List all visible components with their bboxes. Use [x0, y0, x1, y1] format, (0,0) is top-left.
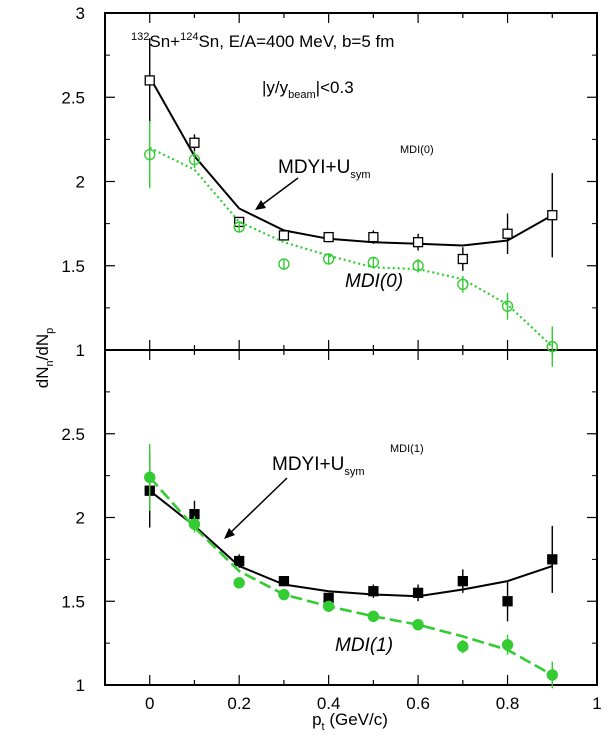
top-series-0-point — [412, 237, 424, 248]
bottom-y-tick-label: 1 — [76, 676, 85, 695]
top-series-0-curve — [148, 76, 553, 247]
bottom-series-0-point — [234, 555, 245, 567]
label-mdyi-mdi0-sub: sym — [350, 169, 370, 181]
label-mdyi-mdi1-main: MDYI+U — [272, 454, 344, 475]
bottom-panel-marks — [144, 443, 558, 689]
ylabel-bsub: p — [44, 328, 56, 334]
y-axis-title: dNn/dNp — [33, 328, 56, 388]
bottom-panel-ticks: 1 1.5 2 2.5 0 0.2 0.4 0.6 0.8 1 — [61, 350, 602, 713]
top-panel-frame — [104, 12, 598, 351]
ylabel-b: /dN — [33, 334, 52, 360]
rapidity-cut-label: |y/ybeam|<0.3 — [262, 78, 354, 101]
cut-sub: beam — [288, 89, 316, 101]
bottom-series-1-point — [501, 639, 514, 651]
arrow-mdi0 — [258, 177, 299, 208]
cut-pre: |y/y — [262, 78, 289, 97]
top-series-1-point — [367, 256, 380, 269]
bottom-y-tick-label: 2 — [76, 509, 85, 528]
bottom-series-0-point — [547, 554, 558, 565]
top-series-1-point — [322, 253, 335, 265]
top-series-1-point — [501, 300, 514, 312]
cut-post: |<0.3 — [316, 78, 354, 97]
arrowhead-mdi0 — [255, 200, 266, 210]
top-y-tick-label: 2.5 — [61, 88, 85, 107]
top-panel-ticks: 1 1.5 2 2.5 3 — [61, 4, 598, 360]
top-series-1-point — [278, 258, 290, 270]
top-series-1-point — [188, 153, 201, 166]
bottom-series-0-point — [412, 587, 424, 599]
bottom-series-1-point — [144, 471, 156, 483]
x-tick-label: 0.2 — [227, 694, 251, 713]
x-tick-label: 0.8 — [496, 694, 520, 713]
top-y-tick-label: 2 — [76, 173, 85, 192]
label-mdyi-mdi0: MDYI+Usym — [278, 157, 371, 181]
bottom-series-1-point — [412, 619, 424, 631]
top-series-1-point — [233, 221, 245, 233]
x-tick-label: 0.4 — [317, 694, 341, 713]
x-tick-label: 0 — [145, 694, 154, 713]
top-y-tick-label: 3 — [76, 4, 85, 23]
bottom-series-0-curve — [149, 489, 553, 598]
arrowhead-mdi1 — [224, 528, 235, 539]
reaction-t1: Sn+ — [149, 32, 180, 51]
reaction-sup2: 124 — [180, 31, 198, 43]
bottom-series-0-point — [457, 576, 468, 587]
top-y-tick-label: 1 — [76, 341, 85, 360]
bottom-series-1-point — [457, 640, 469, 653]
bottom-series-1-point — [233, 577, 245, 589]
bottom-y-tick-label: 2.5 — [61, 425, 85, 444]
bottom-series-1-point — [188, 518, 201, 530]
x-tick-label: 0.6 — [406, 694, 430, 713]
ylabel-asub: n — [44, 360, 56, 366]
top-series-0-point — [547, 210, 558, 221]
bottom-series-0-point — [368, 586, 379, 597]
xlabel-b: (GeV/c) — [325, 710, 388, 729]
top-series-1-point — [457, 278, 469, 290]
xlabel-a: p — [312, 710, 321, 729]
label-mdi0: MDI(0) — [345, 271, 403, 292]
top-series-0-point — [278, 230, 290, 241]
top-panel-marks — [144, 38, 558, 367]
label-mdi1: MDI(1) — [335, 635, 393, 656]
top-series-0-point — [457, 253, 468, 265]
label-mdyi-mdi0-sup: MDI(0) — [400, 144, 434, 156]
bottom-series-1-curve — [148, 476, 553, 677]
ylabel-a: dN — [33, 366, 52, 388]
xlabel-asub: t — [322, 721, 325, 733]
x-axis-title: pt (GeV/c) — [312, 710, 388, 733]
bottom-series-0-point — [502, 596, 513, 607]
bottom-series-1-point — [546, 669, 558, 681]
top-series-0-point — [502, 228, 513, 239]
top-series-0-point — [144, 75, 155, 86]
top-series-1-point — [144, 148, 156, 161]
top-series-1-curve — [149, 146, 554, 348]
reaction-t2: Sn, E/A=400 MeV, b=5 fm — [198, 32, 394, 51]
bottom-series-1-point — [278, 588, 290, 601]
bottom-series-1-point — [367, 610, 380, 623]
label-mdyi-mdi1-sup: MDI(1) — [390, 443, 424, 455]
bottom-series-0-point — [278, 576, 290, 587]
reaction-label: 132Sn+124Sn, E/A=400 MeV, b=5 fm — [131, 31, 394, 51]
top-series-1-point — [412, 260, 424, 272]
top-series-0-point — [368, 231, 379, 243]
top-series-0-point — [189, 137, 200, 148]
bottom-y-tick-label: 1.5 — [61, 592, 85, 611]
top-y-tick-label: 1.5 — [61, 257, 85, 276]
label-mdyi-mdi1-sub: sym — [344, 466, 364, 478]
label-mdyi-mdi1: MDYI+Usym — [272, 454, 365, 478]
reaction-sup1: 132 — [131, 31, 149, 43]
top-series-1-point — [546, 340, 558, 353]
label-mdyi-mdi0-main: MDYI+U — [278, 157, 350, 178]
bottom-series-1-point — [322, 600, 335, 612]
arrow-mdi1 — [227, 477, 288, 536]
x-tick-label: 1 — [592, 694, 601, 713]
top-series-0-point — [323, 231, 334, 243]
